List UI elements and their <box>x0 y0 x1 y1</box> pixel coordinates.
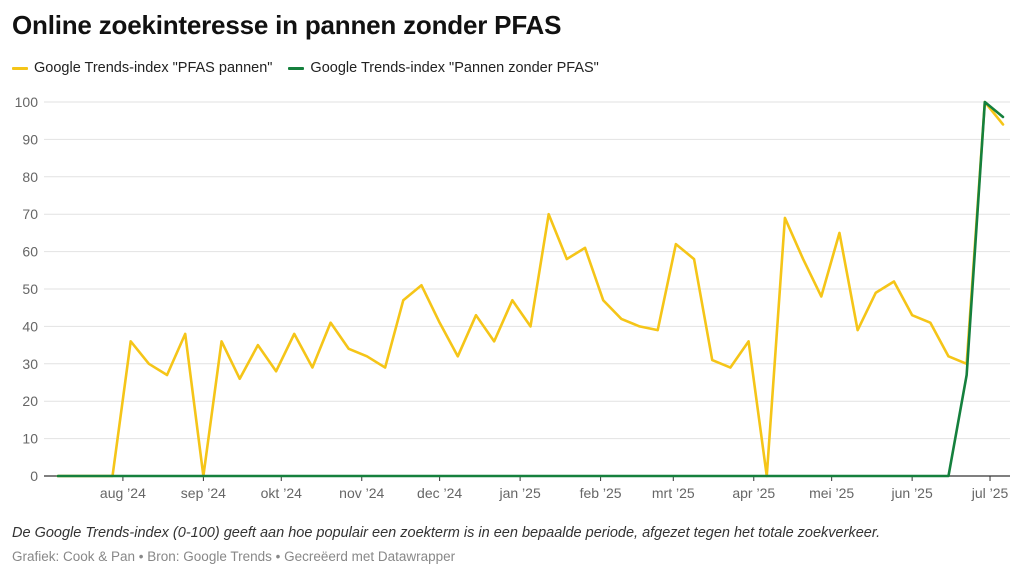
chart-note: De Google Trends-index (0-100) geeft aan… <box>12 525 881 541</box>
x-tick-label-6: feb ’25 <box>580 485 622 501</box>
y-tick-label-80: 80 <box>22 169 38 185</box>
y-tick-label-20: 20 <box>22 393 38 409</box>
y-tick-label-10: 10 <box>22 431 38 447</box>
x-tick-label-1: sep ’24 <box>181 485 226 501</box>
x-tick-label-11: jul ’25 <box>971 485 1009 501</box>
y-tick-label-50: 50 <box>22 281 38 297</box>
legend-label-pfas-pannen: Google Trends-index "PFAS pannen" <box>34 60 273 76</box>
series-layer <box>56 100 1005 478</box>
x-tick-label-8: apr ’25 <box>732 485 775 501</box>
x-tick-label-5: jan ’25 <box>498 485 540 501</box>
x-tick-label-3: nov ’24 <box>339 485 384 501</box>
y-tick-label-90: 90 <box>22 131 38 147</box>
series-line-pfas-pannen <box>56 100 1005 478</box>
y-axis-ticks: 0 10 20 30 40 50 60 70 80 90 100 <box>15 94 39 484</box>
grid-layer <box>44 101 1010 477</box>
legend-label-pannen-zonder-pfas: Google Trends-index "Pannen zonder PFAS" <box>310 60 599 76</box>
series-line-pannen-zonder-pfas <box>56 100 1005 478</box>
x-tick-label-9: mei ’25 <box>809 485 854 501</box>
y-tick-label-0: 0 <box>30 468 38 484</box>
x-tick-label-2: okt ’24 <box>261 485 302 501</box>
legend-swatch-pannen-zonder-pfas <box>288 66 305 70</box>
x-tick-label-7: mrt ’25 <box>652 485 695 501</box>
chart-title: Online zoekinteresse in pannen zonder PF… <box>12 10 562 40</box>
legend-item-pannen-zonder-pfas: Google Trends-index "Pannen zonder PFAS" <box>288 60 599 76</box>
x-tick-label-10: jun ’25 <box>891 485 933 501</box>
y-tick-label-60: 60 <box>22 244 38 260</box>
y-tick-label-100: 100 <box>15 94 39 110</box>
legend-item-pfas-pannen: Google Trends-index "PFAS pannen" <box>12 60 272 76</box>
x-tick-label-4: dec ’24 <box>417 485 462 501</box>
y-tick-label-30: 30 <box>22 356 38 372</box>
legend-swatch-pfas-pannen <box>12 66 28 70</box>
x-axis-ticks: aug ’24 sep ’24 okt ’24 nov ’24 dec ’24 jan ’… <box>100 476 1009 501</box>
x-tick-label-0: aug ’24 <box>100 485 146 501</box>
legend: Google Trends-index "PFAS pannen" Google… <box>12 60 615 76</box>
y-tick-label-70: 70 <box>22 206 38 222</box>
y-tick-label-40: 40 <box>22 318 38 334</box>
line-chart: 0 10 20 30 40 50 60 70 80 90 100 aug ’24 sep ’24 okt… <box>15 94 1010 501</box>
chart-credit: Grafiek: Cook & Pan • Bron: Google Trend… <box>12 549 456 564</box>
